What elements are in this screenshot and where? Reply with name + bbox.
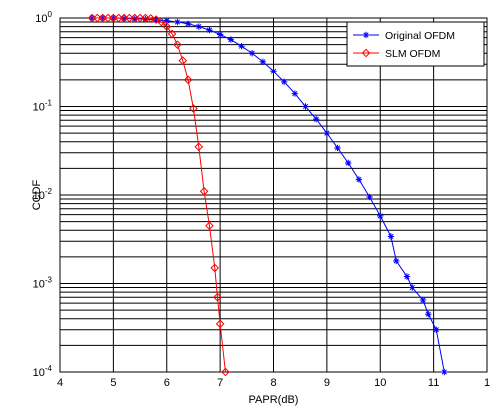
y-tick-label: 10-2 bbox=[33, 187, 53, 202]
data-point bbox=[393, 257, 400, 265]
legend bbox=[346, 21, 485, 67]
data-point bbox=[302, 103, 309, 110]
x-tick-label: 8 bbox=[270, 377, 276, 389]
data-point bbox=[146, 14, 156, 23]
data-point bbox=[173, 40, 182, 49]
data-point bbox=[210, 263, 220, 273]
data-point bbox=[178, 56, 188, 65]
data-point bbox=[291, 90, 299, 97]
data-point bbox=[194, 142, 204, 152]
data-point bbox=[184, 20, 192, 27]
data-point bbox=[334, 144, 341, 152]
data-point bbox=[205, 221, 214, 230]
y-tick-label: 10-3 bbox=[33, 276, 53, 291]
data-point bbox=[183, 75, 193, 85]
data-point bbox=[280, 78, 288, 86]
data-point bbox=[162, 22, 172, 31]
data-point bbox=[142, 15, 149, 23]
legend-marker bbox=[362, 31, 370, 39]
y-axis-label: CCDF bbox=[31, 179, 43, 210]
legend-marker bbox=[361, 48, 371, 58]
data-point bbox=[403, 273, 411, 280]
data-point bbox=[174, 18, 181, 26]
axes-frame bbox=[59, 17, 488, 373]
x-tick-label: 6 bbox=[164, 377, 170, 389]
data-point bbox=[355, 176, 363, 183]
data-point bbox=[141, 13, 150, 23]
data-point bbox=[206, 26, 213, 34]
data-point bbox=[195, 23, 202, 30]
data-point bbox=[366, 193, 373, 201]
data-point bbox=[387, 233, 395, 240]
data-point bbox=[163, 17, 170, 24]
data-point bbox=[377, 212, 384, 220]
data-point bbox=[215, 319, 225, 329]
data-point bbox=[425, 310, 432, 318]
y-tick-label: 10-4 bbox=[33, 364, 53, 379]
data-point bbox=[313, 115, 320, 123]
data-point bbox=[259, 58, 267, 65]
data-point bbox=[409, 284, 416, 291]
y-tick-label: 100 bbox=[35, 10, 52, 25]
y-tick-label: 10-1 bbox=[33, 99, 53, 114]
x-tick-label: 5 bbox=[110, 377, 116, 389]
data-point bbox=[345, 159, 352, 167]
x-axis-label: PAPR(dB) bbox=[249, 394, 299, 406]
data-point bbox=[157, 17, 166, 27]
data-point bbox=[221, 367, 230, 377]
data-point bbox=[199, 187, 209, 196]
data-point bbox=[167, 29, 177, 39]
data-point bbox=[238, 43, 245, 50]
x-tick-label: 1 bbox=[484, 377, 490, 389]
x-tick-label: 11 bbox=[428, 377, 439, 389]
data-point bbox=[189, 104, 198, 113]
legend-label: SLM OFDM bbox=[385, 48, 440, 60]
data-point bbox=[323, 129, 331, 137]
x-tick-label: 9 bbox=[324, 377, 330, 389]
data-point bbox=[131, 15, 138, 22]
data-point bbox=[441, 368, 448, 376]
data-point bbox=[270, 68, 277, 75]
x-tick-label: 4 bbox=[57, 377, 63, 389]
x-tick-label: 7 bbox=[217, 377, 223, 389]
data-point bbox=[151, 15, 161, 24]
legend-label: Original OFDM bbox=[385, 30, 455, 42]
data-point bbox=[227, 36, 234, 43]
x-tick-label: 10 bbox=[374, 377, 386, 389]
data-point bbox=[216, 31, 224, 38]
data-point bbox=[248, 50, 256, 57]
data-point bbox=[433, 326, 440, 333]
data-point bbox=[213, 292, 222, 302]
data-point bbox=[419, 296, 427, 304]
